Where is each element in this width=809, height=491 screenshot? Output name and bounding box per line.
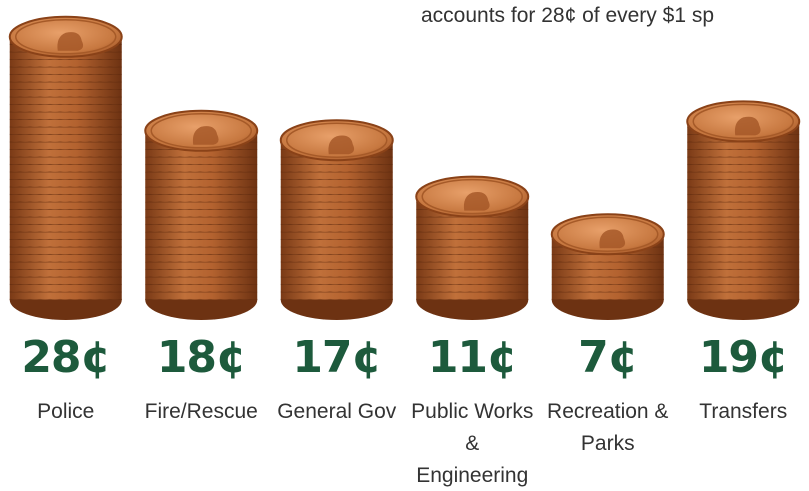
stack-ridges bbox=[281, 140, 393, 300]
stack-ridges bbox=[145, 131, 257, 300]
value-label: 19¢ bbox=[675, 332, 809, 383]
category-label: Police bbox=[4, 396, 128, 428]
value-label: 11¢ bbox=[404, 332, 540, 383]
value-label: 28¢ bbox=[0, 332, 134, 383]
stack-ridges bbox=[687, 121, 799, 300]
value-label: 18¢ bbox=[133, 332, 269, 383]
value-label: 17¢ bbox=[269, 332, 405, 383]
category-label: Fire/Rescue bbox=[139, 396, 263, 428]
subtitle: accounts for 28¢ of every $1 sp bbox=[421, 4, 714, 28]
category-label: Public Works & Engineering bbox=[410, 396, 534, 491]
value-label: 7¢ bbox=[540, 332, 676, 383]
category-label: General Gov bbox=[275, 396, 399, 428]
category-label: Recreation & Parks bbox=[546, 396, 670, 460]
category-label: Transfers bbox=[681, 396, 805, 428]
chart: accounts for 28¢ of every $1 sp 28¢ Polic… bbox=[0, 0, 809, 491]
stack-ridges bbox=[10, 37, 122, 300]
